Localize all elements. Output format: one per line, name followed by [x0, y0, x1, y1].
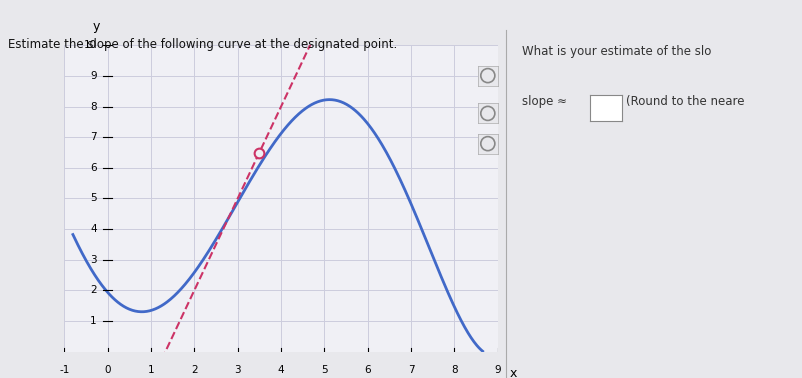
Text: 9: 9	[90, 71, 96, 81]
Text: 4: 4	[277, 365, 284, 375]
Text: 2: 2	[191, 365, 197, 375]
Text: 1: 1	[90, 316, 96, 326]
Text: x: x	[508, 367, 516, 378]
Text: 3: 3	[90, 255, 96, 265]
Text: 7: 7	[90, 132, 96, 142]
Text: 8: 8	[90, 102, 96, 112]
Text: 5: 5	[321, 365, 327, 375]
Text: What is your estimate of the slo: What is your estimate of the slo	[521, 45, 711, 58]
Text: 3: 3	[234, 365, 241, 375]
Text: (Round to the neare: (Round to the neare	[626, 94, 744, 107]
Text: y: y	[93, 20, 100, 34]
Text: 2: 2	[90, 285, 96, 295]
Text: 6: 6	[364, 365, 371, 375]
Text: 8: 8	[451, 365, 457, 375]
Text: 10: 10	[83, 40, 96, 50]
Text: 0: 0	[104, 365, 111, 375]
Text: slope ≈: slope ≈	[521, 94, 570, 107]
Text: 9: 9	[494, 365, 500, 375]
Text: 6: 6	[90, 163, 96, 173]
Text: 5: 5	[90, 194, 96, 203]
Text: Estimate the slope of the following curve at the designated point.: Estimate the slope of the following curv…	[8, 38, 397, 51]
Text: 1: 1	[148, 365, 154, 375]
Text: 7: 7	[407, 365, 414, 375]
Text: -1: -1	[59, 365, 69, 375]
Text: 4: 4	[90, 224, 96, 234]
